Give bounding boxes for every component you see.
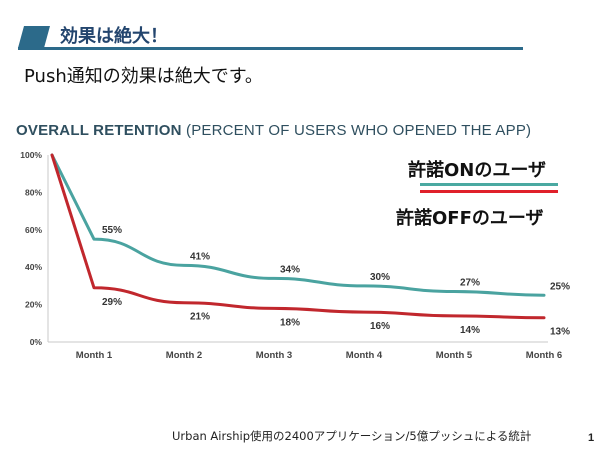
- chart-axes: 100% 80% 60% 40% 20% 0% Month 1 Month 2 Month 3 M…: [20, 150, 562, 361]
- data-label: 21%: [190, 312, 210, 323]
- legend-label-on: 許諾ONのユーザ: [408, 160, 547, 181]
- data-label: 14%: [460, 325, 480, 336]
- x-tick-label: Month 6: [526, 350, 562, 361]
- series-line-0: [50, 153, 546, 297]
- retention-line-chart: 100% 80% 60% 40% 20% 0% Month 1 Month 2 Month 3 M…: [20, 150, 570, 361]
- header-accent-shape: [18, 26, 50, 48]
- y-tick-label: 20%: [25, 300, 42, 310]
- data-label: 41%: [190, 251, 210, 262]
- legend-label-off: 許諾OFFのユーザ: [396, 208, 544, 229]
- y-tick-label: 40%: [25, 262, 42, 272]
- data-label: 16%: [370, 321, 390, 332]
- x-tick-label: Month 4: [346, 350, 383, 361]
- chart-title-bold: OVERALL RETENTION: [16, 122, 182, 139]
- x-tick-label: Month 5: [436, 350, 473, 361]
- y-tick-label: 80%: [25, 187, 42, 197]
- header-rule: [18, 47, 523, 50]
- chart-title-light: (PERCENT OF USERS WHO OPENED THE APP): [181, 122, 532, 139]
- x-tick-label: Month 3: [256, 350, 292, 361]
- legend-line-off: [420, 190, 558, 193]
- data-label: 27%: [460, 278, 480, 289]
- page-number: 1: [588, 432, 595, 444]
- chart-data-labels: 55% 41% 34% 30% 27% 25% 29% 21% 18% 16% 14% 13%: [102, 225, 570, 338]
- y-tick-label: 100%: [20, 150, 42, 160]
- data-label: 13%: [550, 327, 570, 338]
- chart-series: [50, 153, 546, 320]
- data-label: 30%: [370, 272, 390, 283]
- data-label: 18%: [280, 317, 300, 328]
- footnote: Urban Airship使用の2400アプリケーション/5億プッシュによる統計: [172, 429, 532, 443]
- data-label: 55%: [102, 225, 122, 236]
- data-label: 34%: [280, 264, 300, 275]
- slide-title: 効果は絶大！: [60, 26, 168, 47]
- x-tick-label: Month 1: [76, 350, 113, 361]
- series-line-1: [50, 153, 546, 320]
- data-label: 29%: [102, 297, 122, 308]
- y-tick-label: 60%: [25, 225, 42, 235]
- data-label: 25%: [550, 281, 570, 292]
- y-tick-label: 0%: [30, 337, 43, 347]
- chart-title: OVERALL RETENTION (PERCENT OF USERS WHO …: [16, 122, 531, 139]
- x-tick-label: Month 2: [166, 350, 202, 361]
- slide-subtitle: Push通知の効果は絶大です。: [24, 66, 263, 87]
- legend-line-on: [420, 183, 558, 186]
